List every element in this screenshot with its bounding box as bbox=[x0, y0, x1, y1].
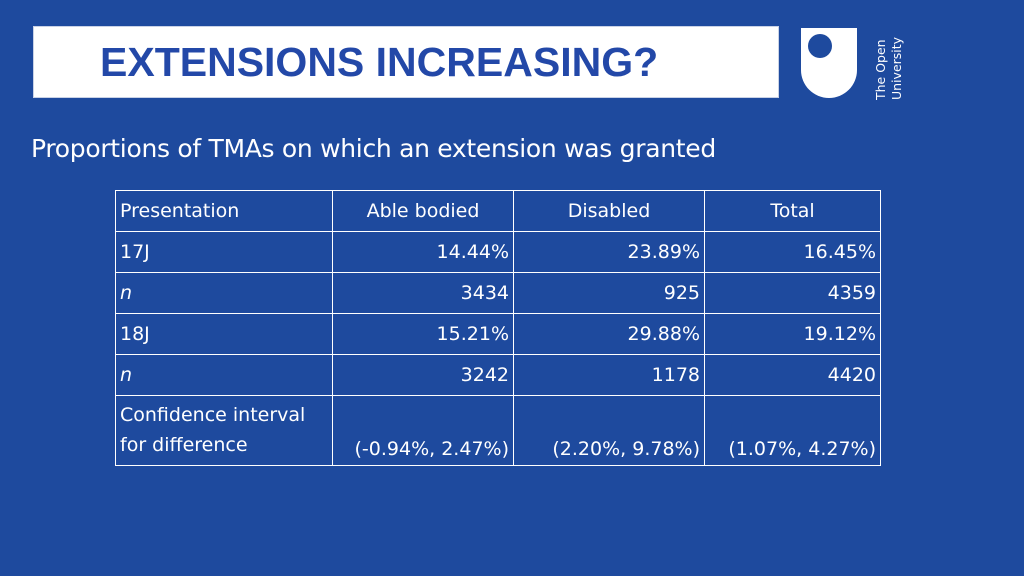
table-row: n 3242 1178 4420 bbox=[115, 354, 881, 396]
open-university-logo bbox=[801, 28, 857, 98]
title-box: EXTENSIONS INCREASING? bbox=[33, 26, 779, 98]
table-row: Confidence interval for difference (-0.9… bbox=[115, 395, 881, 466]
header-disabled: Disabled bbox=[513, 190, 705, 232]
slide-title: EXTENSIONS INCREASING? bbox=[100, 39, 659, 85]
cell-able-bodied: 3242 bbox=[332, 354, 514, 396]
cell-disabled: 925 bbox=[513, 272, 705, 314]
slide-subtitle: Proportions of TMAs on which an extensio… bbox=[31, 134, 716, 163]
cell-total: (1.07%, 4.27%) bbox=[704, 395, 881, 466]
header-total: Total bbox=[704, 190, 881, 232]
table-row: n 3434 925 4359 bbox=[115, 272, 881, 314]
cell-able-bodied: 3434 bbox=[332, 272, 514, 314]
row-label: 18J bbox=[115, 313, 333, 355]
cell-disabled: 23.89% bbox=[513, 231, 705, 273]
row-label: n bbox=[115, 354, 333, 396]
logo-text-line1: The Open bbox=[873, 39, 888, 101]
cell-able-bodied: 15.21% bbox=[332, 313, 514, 355]
logo-wordmark: The Open University bbox=[873, 36, 904, 101]
cell-able-bodied: 14.44% bbox=[332, 231, 514, 273]
row-label: n bbox=[115, 272, 333, 314]
cell-total: 4359 bbox=[704, 272, 881, 314]
cell-able-bodied: (-0.94%, 2.47%) bbox=[332, 395, 514, 466]
cell-total: 16.45% bbox=[704, 231, 881, 273]
header-able-bodied: Able bodied bbox=[332, 190, 514, 232]
table-row: 18J 15.21% 29.88% 19.12% bbox=[115, 313, 881, 355]
cell-disabled: (2.20%, 9.78%) bbox=[513, 395, 705, 466]
logo-dot bbox=[808, 34, 832, 58]
table-row: 17J 14.44% 23.89% 16.45% bbox=[115, 231, 881, 273]
row-label: 17J bbox=[115, 231, 333, 273]
table-header-row: Presentation Able bodied Disabled Total bbox=[115, 190, 881, 232]
cell-disabled: 29.88% bbox=[513, 313, 705, 355]
logo-text-line2: University bbox=[889, 36, 904, 100]
cell-total: 19.12% bbox=[704, 313, 881, 355]
extensions-table: Presentation Able bodied Disabled Total … bbox=[115, 190, 881, 466]
cell-disabled: 1178 bbox=[513, 354, 705, 396]
cell-total: 4420 bbox=[704, 354, 881, 396]
row-label: Confidence interval for difference bbox=[115, 395, 333, 466]
header-presentation: Presentation bbox=[115, 190, 333, 232]
